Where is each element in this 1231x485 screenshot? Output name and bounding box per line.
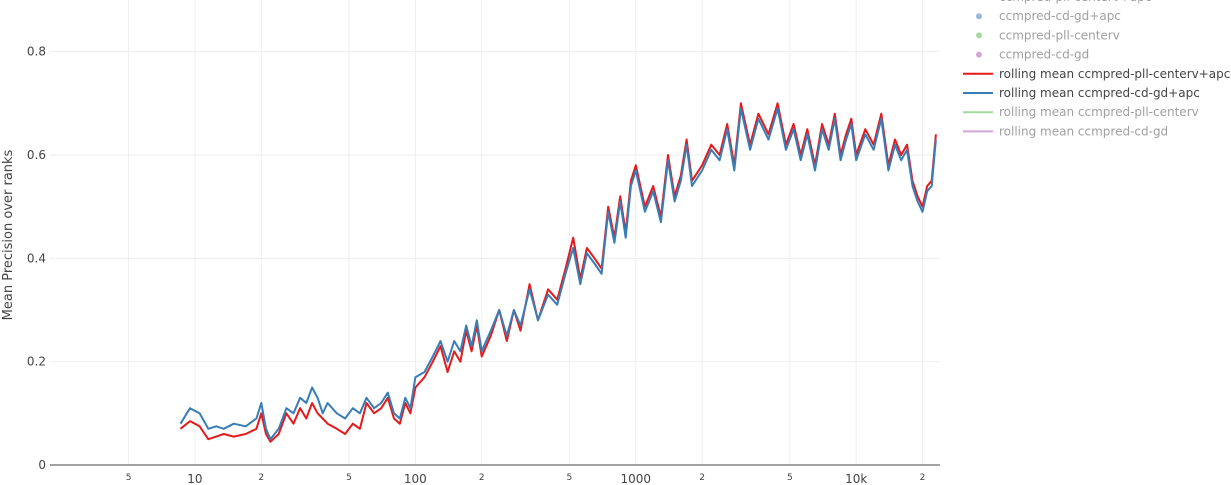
x-tick-label: 10 xyxy=(187,472,202,485)
legend-label: ccmpred-cd-gd+apc xyxy=(999,9,1121,23)
y-tick-label: 0.6 xyxy=(27,148,46,162)
x-tick-label: 2 xyxy=(479,473,485,483)
legend-item[interactable]: rolling mean ccmpred-pll-centerv+apc xyxy=(963,67,1230,81)
legend-label: rolling mean ccmpred-pll-centerv xyxy=(999,105,1199,119)
legend-label: ccmpred-pll-centerv xyxy=(999,28,1120,42)
x-tick-label: 10k xyxy=(845,472,867,485)
legend[interactable]: ccmpred-pll-centerv+apc ccmpred-cd-gd+apc… xyxy=(963,0,1230,138)
y-axis: 0 0.2 0.4 0.6 0.8 xyxy=(27,45,46,472)
x-axis: 5 10 2 5 100 2 5 1000 2 5 10k 2 xyxy=(126,472,926,485)
x-tick-label: 1000 xyxy=(621,472,652,485)
legend-item[interactable]: ccmpred-cd-gd+apc xyxy=(976,9,1121,23)
x-tick-label: 2 xyxy=(258,473,264,483)
legend-marker-icon xyxy=(976,13,982,20)
legend-item[interactable]: ccmpred-pll-centerv+apc xyxy=(976,0,1151,4)
legend-label: rolling mean ccmpred-cd-gd xyxy=(999,124,1168,138)
y-axis-title: Mean Precision over ranks xyxy=(1,149,16,320)
x-tick-label: 5 xyxy=(126,473,132,483)
legend-label: rolling mean ccmpred-cd-gd+apc xyxy=(999,86,1200,100)
series-line-cd-gd-apc[interactable] xyxy=(179,107,937,441)
x-tick-label: 5 xyxy=(787,473,793,483)
x-tick-label: 2 xyxy=(699,473,705,483)
legend-label: rolling mean ccmpred-pll-centerv+apc xyxy=(999,67,1230,81)
y-tick-label: 0 xyxy=(38,458,46,472)
y-tick-label: 0.2 xyxy=(27,355,46,369)
plot-grid xyxy=(50,0,940,466)
legend-marker-icon xyxy=(976,51,982,58)
y-tick-label: 0.4 xyxy=(27,251,46,265)
plot-series xyxy=(179,102,937,443)
y-tick-label: 0.8 xyxy=(27,45,46,59)
legend-item[interactable]: rolling mean ccmpred-cd-gd+apc xyxy=(963,86,1200,100)
x-tick-label: 5 xyxy=(567,473,573,483)
x-tick-label: 2 xyxy=(920,473,926,483)
x-tick-label: 100 xyxy=(404,472,427,485)
legend-item[interactable]: rolling mean ccmpred-cd-gd xyxy=(963,124,1168,138)
legend-item[interactable]: rolling mean ccmpred-pll-centerv xyxy=(963,105,1199,119)
series-line-pll-centerv-apc[interactable] xyxy=(179,102,937,443)
legend-item[interactable]: ccmpred-pll-centerv xyxy=(976,28,1120,42)
legend-label: ccmpred-cd-gd xyxy=(999,48,1089,62)
legend-label: ccmpred-pll-centerv+apc xyxy=(999,0,1151,4)
legend-item[interactable]: ccmpred-cd-gd xyxy=(976,48,1089,62)
x-tick-label: 5 xyxy=(346,473,352,483)
legend-marker-icon xyxy=(976,32,982,39)
